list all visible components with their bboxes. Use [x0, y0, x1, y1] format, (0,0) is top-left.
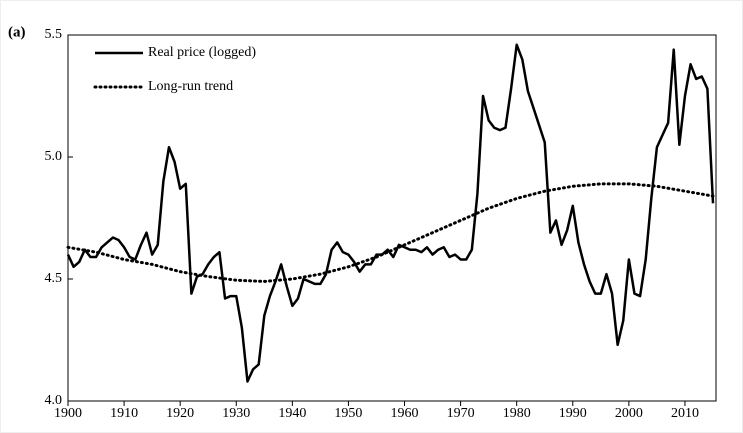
x-tick-label: 2010 [671, 406, 699, 421]
legend-label: Long-run trend [148, 79, 233, 94]
x-tick-label: 1970 [447, 406, 475, 421]
x-tick-label: 1980 [503, 406, 531, 421]
y-tick-label: 5.0 [45, 149, 63, 164]
legend-label: Real price (logged) [148, 45, 256, 60]
x-tick-label: 1900 [54, 406, 82, 421]
x-tick-label: 1910 [110, 406, 138, 421]
series-line [66, 182, 715, 283]
x-tick-label: 1940 [278, 406, 306, 421]
y-tick-label: 4.5 [45, 271, 63, 286]
x-tick-label: 2000 [615, 406, 643, 421]
x-tick-label: 1920 [166, 406, 194, 421]
x-tick-label: 1960 [391, 406, 419, 421]
y-tick-label: 4.0 [45, 393, 63, 408]
panel-label: (a) [8, 24, 26, 40]
x-tick-label: 1930 [222, 406, 250, 421]
y-tick-label: 5.5 [45, 27, 63, 42]
series-line [66, 43, 715, 383]
x-tick-label: 1990 [559, 406, 587, 421]
plot-area [67, 34, 717, 402]
x-tick-label: 1950 [334, 406, 362, 421]
